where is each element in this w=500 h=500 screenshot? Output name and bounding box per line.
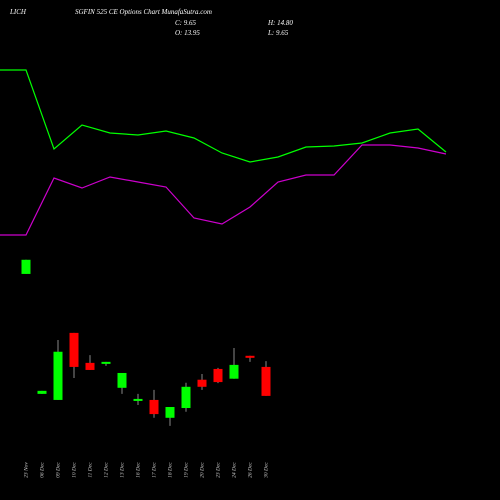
x-tick-label: 19 Dec [183,462,189,478]
candle-body [53,351,63,400]
candle-body [117,372,127,388]
candle-body [85,362,95,370]
x-tick-label: 18 Dec [167,462,173,478]
candle-body [245,355,255,358]
x-tick-label: 11 Dec [87,462,93,478]
close-label: C: 9.65 [175,19,197,27]
candle-body [261,366,271,396]
x-tick-label: 16 Dec [135,462,141,478]
candle-body [149,399,159,415]
indicator-line [0,144,447,236]
x-tick-label: 17 Dec [151,462,157,478]
x-tick-label: 24 Dec [230,462,237,478]
candle-body [229,364,239,379]
x-tick-label: 09 Dec [55,462,61,478]
x-tick-label: 23 Nov [23,462,29,478]
x-tick-label: 06 Dec [39,462,45,478]
candle-body [37,390,47,394]
x-tick-label: 30 Dec [263,462,269,479]
high-label: H: 14.80 [267,19,293,27]
x-tick-label: 26 Dec [247,462,253,478]
indicator-line [0,69,447,163]
x-tick-label: 10 Dec [71,462,77,478]
chart-title: SGFIN 525 CE Options Chart MunafaSutra.c… [75,8,212,16]
candle-body [133,398,143,401]
candle-body [21,259,31,274]
x-tick-label: 13 Dec [119,462,125,478]
low-label: L: 9.65 [267,29,289,37]
open-label: O: 13.95 [175,29,200,37]
candle-body [165,407,175,418]
candle-body [101,361,111,364]
candle-body [197,379,207,387]
x-tick-label: 20 Dec [199,462,205,478]
x-tick-label: 12 Dec [103,462,109,478]
x-tick-label: 23 Dec [215,462,221,478]
chart-title-left: LICH [9,8,27,16]
candle-body [69,332,79,367]
candle-body [213,368,223,383]
candle-body [181,386,191,409]
